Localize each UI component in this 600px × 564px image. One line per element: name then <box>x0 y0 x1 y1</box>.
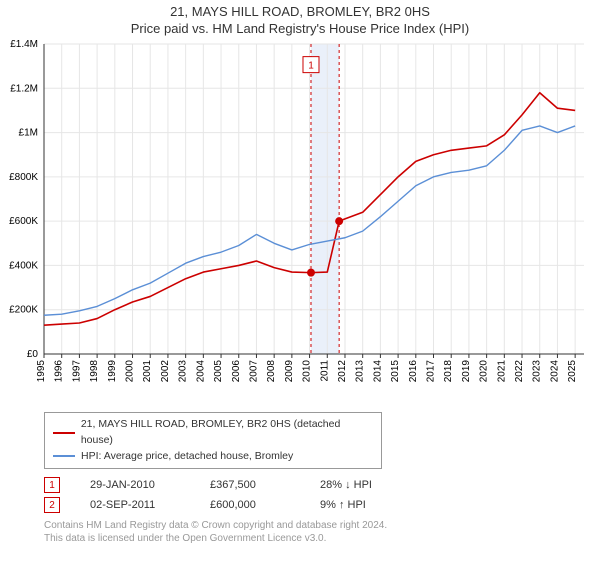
footer: Contains HM Land Registry data © Crown c… <box>44 519 600 545</box>
svg-text:2016: 2016 <box>408 360 419 383</box>
legend-swatch <box>53 455 75 457</box>
svg-text:2013: 2013 <box>355 360 366 383</box>
svg-text:2011: 2011 <box>319 360 330 382</box>
svg-text:2020: 2020 <box>479 360 490 383</box>
svg-text:£1.2M: £1.2M <box>10 83 38 94</box>
sale-delta: 28% ↓ HPI <box>320 479 410 491</box>
svg-text:£1.4M: £1.4M <box>10 39 38 50</box>
svg-text:2002: 2002 <box>160 360 171 383</box>
svg-text:2010: 2010 <box>302 360 313 383</box>
sale-price: £367,500 <box>210 479 290 491</box>
sales-table: 1 29-JAN-2010 £367,500 28% ↓ HPI 2 02-SE… <box>44 477 600 513</box>
svg-text:2006: 2006 <box>231 360 242 383</box>
svg-text:£200K: £200K <box>9 305 38 316</box>
svg-text:1: 1 <box>308 61 314 72</box>
legend: 21, MAYS HILL ROAD, BROMLEY, BR2 0HS (de… <box>44 412 382 469</box>
svg-text:2024: 2024 <box>549 360 560 383</box>
svg-text:2019: 2019 <box>461 360 472 383</box>
svg-text:£600K: £600K <box>9 216 38 227</box>
svg-text:2007: 2007 <box>248 360 259 383</box>
svg-text:2017: 2017 <box>426 360 437 383</box>
line-chart: £0 £200K £400K £600K £800K £1M £1.2M £1.4M 1995 1… <box>0 36 600 406</box>
svg-text:1997: 1997 <box>71 360 82 383</box>
chart-container: £0 £200K £400K £600K £800K £1M £1.2M £1.4M 1995 1… <box>0 36 600 406</box>
sale-date: 29-JAN-2010 <box>90 479 180 491</box>
legend-swatch <box>53 432 75 434</box>
svg-text:2012: 2012 <box>337 360 348 383</box>
sale-row: 1 29-JAN-2010 £367,500 28% ↓ HPI <box>44 477 600 493</box>
svg-text:2000: 2000 <box>125 360 136 383</box>
svg-text:1996: 1996 <box>54 360 65 383</box>
svg-text:2022: 2022 <box>514 360 525 383</box>
sale-row: 2 02-SEP-2011 £600,000 9% ↑ HPI <box>44 497 600 513</box>
svg-text:1995: 1995 <box>36 360 47 383</box>
svg-text:£0: £0 <box>27 349 39 360</box>
svg-text:1999: 1999 <box>107 360 118 383</box>
svg-text:2014: 2014 <box>372 360 383 383</box>
legend-item: 21, MAYS HILL ROAD, BROMLEY, BR2 0HS (de… <box>53 417 373 449</box>
svg-text:2018: 2018 <box>443 360 454 383</box>
svg-text:2004: 2004 <box>195 360 206 383</box>
sale-marker-icon: 1 <box>44 477 60 493</box>
legend-item: HPI: Average price, detached house, Brom… <box>53 449 373 465</box>
legend-label: 21, MAYS HILL ROAD, BROMLEY, BR2 0HS (de… <box>81 417 373 449</box>
svg-text:1998: 1998 <box>89 360 100 383</box>
svg-text:2005: 2005 <box>213 360 224 383</box>
title-address: 21, MAYS HILL ROAD, BROMLEY, BR2 0HS <box>0 4 600 19</box>
sale-date: 02-SEP-2011 <box>90 499 180 511</box>
svg-text:£1M: £1M <box>19 128 38 139</box>
footer-line: This data is licensed under the Open Gov… <box>44 532 600 545</box>
sale-delta: 9% ↑ HPI <box>320 499 410 511</box>
svg-text:2009: 2009 <box>284 360 295 383</box>
svg-text:2001: 2001 <box>142 360 153 383</box>
sale-marker-icon: 2 <box>44 497 60 513</box>
legend-label: HPI: Average price, detached house, Brom… <box>81 449 293 465</box>
svg-text:2023: 2023 <box>532 360 543 383</box>
svg-text:2008: 2008 <box>266 360 277 383</box>
footer-line: Contains HM Land Registry data © Crown c… <box>44 519 600 532</box>
svg-text:2025: 2025 <box>567 360 578 383</box>
svg-text:2003: 2003 <box>178 360 189 383</box>
svg-text:2015: 2015 <box>390 360 401 383</box>
title-subtitle: Price paid vs. HM Land Registry's House … <box>0 21 600 36</box>
svg-text:£400K: £400K <box>9 260 38 271</box>
svg-text:2021: 2021 <box>496 360 507 383</box>
svg-text:£800K: £800K <box>9 172 38 183</box>
sale-price: £600,000 <box>210 499 290 511</box>
